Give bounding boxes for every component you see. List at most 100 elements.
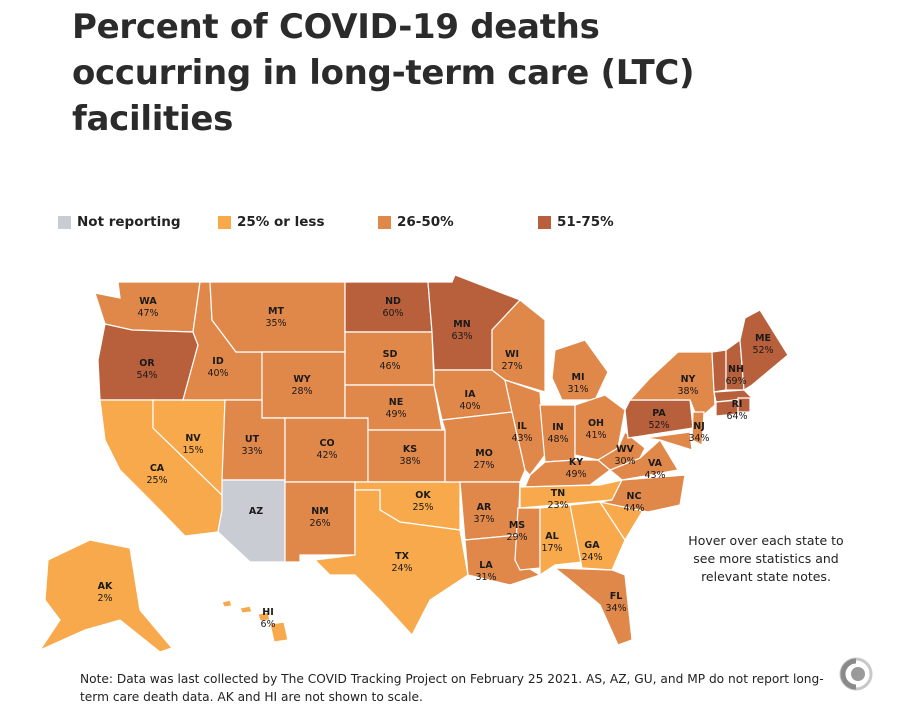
label-abbr-wi: WI xyxy=(505,349,519,360)
label-value-nc: 44% xyxy=(623,503,644,514)
label-abbr-me: ME xyxy=(755,333,771,344)
label-value-ny: 38% xyxy=(677,386,698,397)
label-abbr-wy: WY xyxy=(293,374,310,385)
label-value-ca: 25% xyxy=(146,475,167,486)
label-abbr-ga: GA xyxy=(584,540,600,551)
label-abbr-hi: HI xyxy=(262,607,274,618)
label-value-nd: 60% xyxy=(382,308,403,319)
state-wi[interactable] xyxy=(491,299,546,393)
state-vt[interactable] xyxy=(711,349,727,393)
legend-label-25-or-less: 25% or less xyxy=(237,214,325,230)
label-abbr-nh: NH xyxy=(728,364,744,375)
state-pa[interactable] xyxy=(624,399,694,439)
label-abbr-tn: TN xyxy=(551,488,565,499)
label-abbr-ut: UT xyxy=(245,434,260,445)
state-mo[interactable] xyxy=(441,411,526,483)
label-value-mt: 35% xyxy=(265,318,286,329)
state-mt[interactable] xyxy=(209,281,346,353)
label-value-co: 42% xyxy=(316,450,337,461)
label-abbr-mi: MI xyxy=(572,372,585,383)
label-value-ut: 33% xyxy=(241,446,262,457)
state-wy[interactable] xyxy=(261,351,346,419)
covid-tracking-project-logo-icon xyxy=(839,657,873,691)
label-value-mo: 27% xyxy=(473,460,494,471)
label-value-mi: 31% xyxy=(567,384,588,395)
state-ms[interactable] xyxy=(514,507,541,571)
legend-swatch-not-reporting xyxy=(58,215,71,229)
label-abbr-fl: FL xyxy=(610,591,623,602)
state-labels: WA 47% OR 54% CA 25% NV 15% ID 40% MT 35… xyxy=(97,296,773,630)
label-abbr-nc: NC xyxy=(627,491,642,502)
label-abbr-or: OR xyxy=(139,358,155,369)
state-wa[interactable] xyxy=(94,281,201,333)
label-value-in: 48% xyxy=(547,434,568,445)
legend-label-51-75: 51-75% xyxy=(557,214,614,230)
label-abbr-wa: WA xyxy=(139,296,157,307)
label-abbr-ms: MS xyxy=(509,520,525,531)
legend-item-not-reporting: Not reporting xyxy=(58,214,181,230)
state-ct[interactable] xyxy=(715,399,739,417)
state-md[interactable] xyxy=(644,431,693,451)
label-abbr-az: AZ xyxy=(249,506,263,517)
state-tx[interactable] xyxy=(313,489,469,637)
us-choropleth-map: WA 47% OR 54% CA 25% NV 15% ID 40% MT 35… xyxy=(38,274,789,653)
legend-item-25-or-less: 25% or less xyxy=(218,214,325,230)
map-title: Percent of COVID-19 deaths occurring in … xyxy=(72,7,695,139)
legend-label-26-50: 26-50% xyxy=(397,214,454,230)
label-value-al: 17% xyxy=(541,543,562,554)
label-abbr-wv: WV xyxy=(616,444,634,455)
label-value-fl: 34% xyxy=(605,603,626,614)
label-abbr-mo: MO xyxy=(475,448,493,459)
label-abbr-mt: MT xyxy=(268,306,284,317)
state-al[interactable] xyxy=(539,504,583,577)
legend-swatch-25-or-less xyxy=(218,215,231,229)
state-nj[interactable] xyxy=(691,411,705,446)
label-abbr-ia: IA xyxy=(465,389,477,400)
label-abbr-ny: NY xyxy=(681,374,696,385)
label-value-ky: 49% xyxy=(565,469,586,480)
state-fl[interactable] xyxy=(553,567,633,646)
label-abbr-il: IL xyxy=(517,421,527,432)
state-ri[interactable] xyxy=(737,397,751,413)
label-value-me: 52% xyxy=(752,345,773,356)
label-abbr-ks: KS xyxy=(403,444,417,455)
label-abbr-in: IN xyxy=(552,422,564,433)
label-value-ok: 25% xyxy=(412,502,433,513)
label-abbr-ky: KY xyxy=(569,457,583,468)
label-value-va: 43% xyxy=(644,470,665,481)
label-value-mn: 63% xyxy=(451,331,472,342)
label-value-wa: 47% xyxy=(137,308,158,319)
label-abbr-sd: SD xyxy=(383,349,398,360)
label-abbr-ne: NE xyxy=(389,397,403,408)
label-value-nm: 26% xyxy=(309,518,330,529)
state-ga[interactable] xyxy=(569,501,626,571)
label-abbr-ak: AK xyxy=(98,581,113,592)
label-abbr-ca: CA xyxy=(150,463,165,474)
label-abbr-ok: OK xyxy=(415,490,431,501)
legend-swatch-51-75 xyxy=(538,215,551,229)
label-value-wv: 30% xyxy=(614,456,635,467)
state-nd[interactable] xyxy=(344,281,433,333)
label-abbr-al: AL xyxy=(545,531,558,542)
label-value-ak: 2% xyxy=(97,593,112,604)
label-abbr-id: ID xyxy=(212,356,224,367)
legend-swatch-26-50 xyxy=(378,215,391,229)
legend: Not reporting 25% or less 26-50% 51-75% xyxy=(58,214,678,234)
label-value-ga: 24% xyxy=(581,552,602,563)
label-abbr-la: LA xyxy=(479,560,493,571)
label-value-or: 54% xyxy=(136,370,157,381)
label-value-oh: 41% xyxy=(585,430,606,441)
state-ak[interactable] xyxy=(38,539,174,653)
label-abbr-nd: ND xyxy=(385,296,401,307)
label-value-nv: 15% xyxy=(182,445,203,456)
label-value-ks: 38% xyxy=(399,456,420,467)
state-az[interactable] xyxy=(217,479,286,563)
label-abbr-pa: PA xyxy=(652,408,666,419)
label-value-wi: 27% xyxy=(501,361,522,372)
label-value-tn: 23% xyxy=(547,500,568,511)
legend-label-not-reporting: Not reporting xyxy=(77,214,181,230)
label-value-tx: 24% xyxy=(391,563,412,574)
state-wv[interactable] xyxy=(596,431,646,471)
state-hi[interactable] xyxy=(221,599,289,643)
footnote: Note: Data was last collected by The COV… xyxy=(80,672,824,704)
